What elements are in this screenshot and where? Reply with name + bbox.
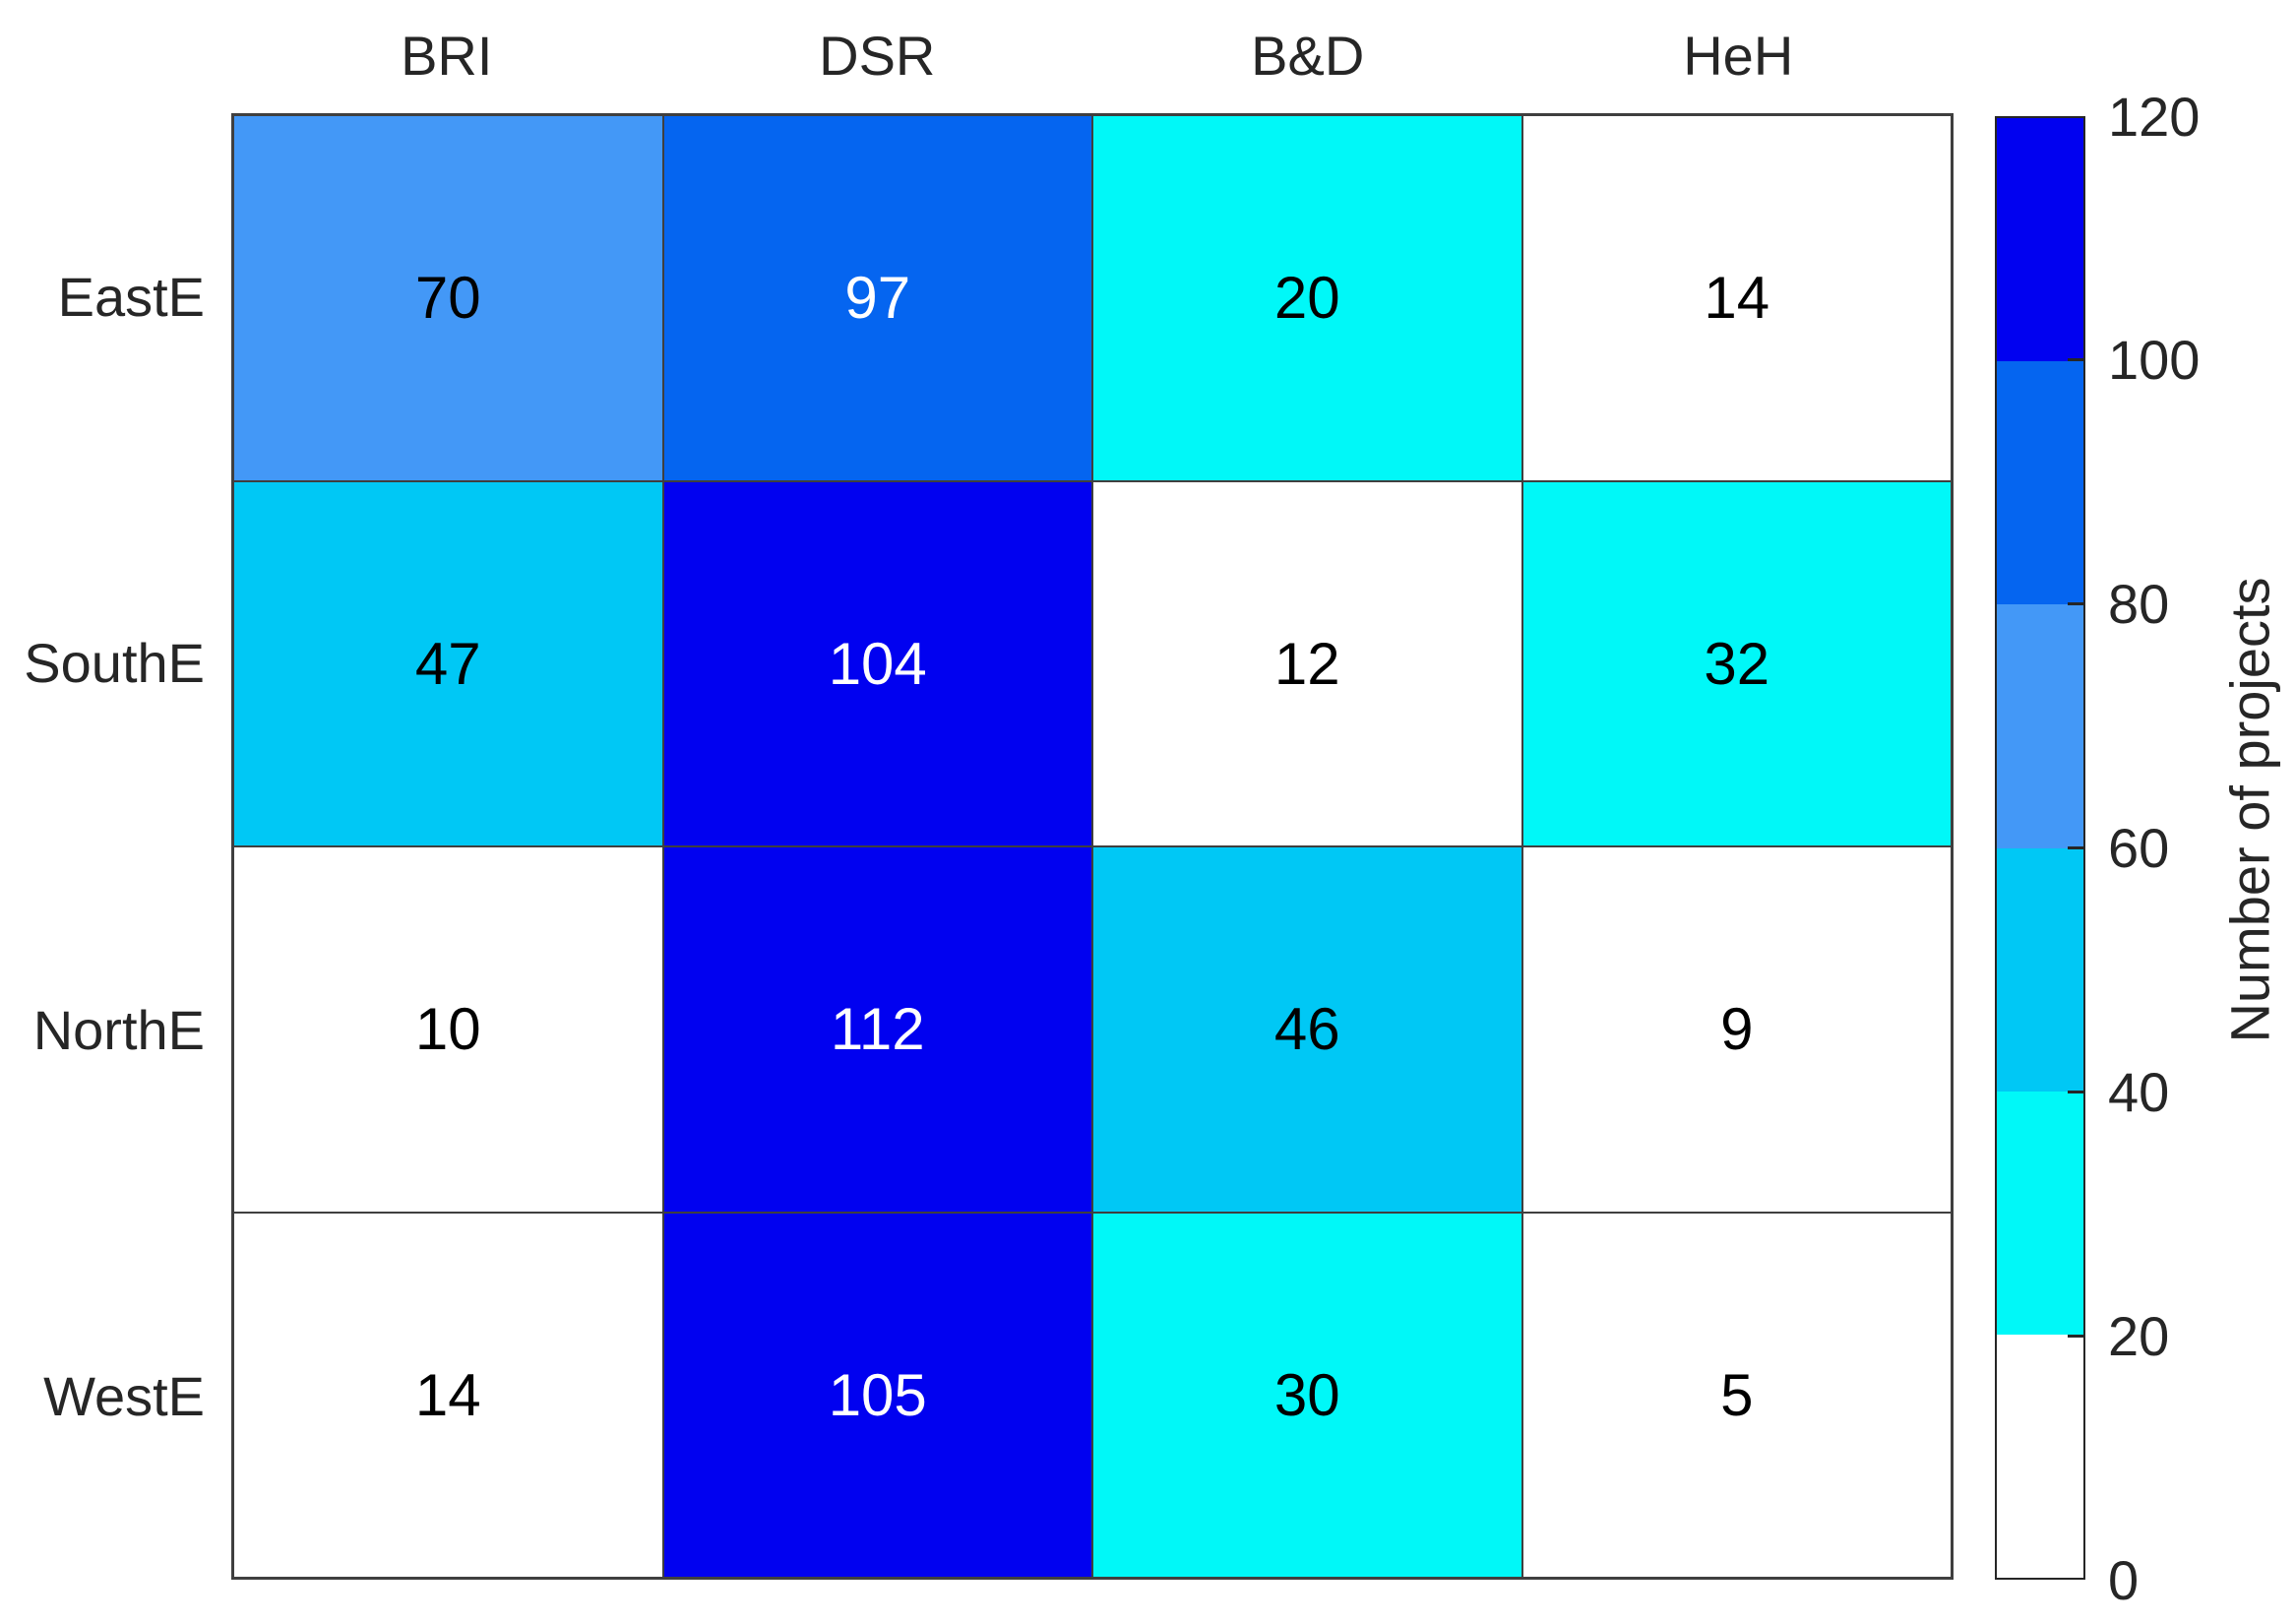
colorbar-tick-mark [2068, 1090, 2083, 1093]
colorbar-tick-label: 60 [2108, 817, 2170, 879]
heatmap-cell: 5 [1522, 1213, 1951, 1577]
column-label: DSR [819, 24, 936, 87]
colorbar [1995, 116, 2085, 1580]
colorbar-tick-label: 120 [2108, 85, 2201, 148]
heatmap-cell: 10 [234, 847, 662, 1212]
colorbar-tick-mark [2068, 846, 2083, 849]
row-label: NorthE [32, 998, 205, 1061]
colorbar-band [1997, 361, 2083, 605]
colorbar-tick-mark [2068, 1334, 2083, 1338]
colorbar-tick-label: 20 [2108, 1304, 2170, 1367]
colorbar-tick-label: 80 [2108, 573, 2170, 636]
row-label: WestE [43, 1365, 205, 1428]
heatmap-cell: 105 [663, 1213, 1091, 1577]
heatmap-cell: 20 [1093, 116, 1521, 480]
heatmap-cell: 14 [1522, 116, 1951, 480]
heatmap-cell: 14 [234, 1213, 662, 1577]
heatmap-cell: 47 [234, 481, 662, 845]
colorbar-tick-label: 0 [2108, 1548, 2140, 1611]
colorbar-band [1997, 1334, 2083, 1579]
colorbar-tick-mark [2068, 602, 2083, 606]
heatmap-cell: 104 [663, 481, 1091, 845]
heatmap-cell: 70 [234, 116, 662, 480]
heatmap-cell: 9 [1522, 847, 1951, 1212]
heatmap-cell: 30 [1093, 1213, 1521, 1577]
colorbar-tick-label: 40 [2108, 1060, 2170, 1123]
heatmap-cell: 46 [1093, 847, 1521, 1212]
heatmap-cell: 97 [663, 116, 1091, 480]
heatmap-cell: 32 [1522, 481, 1951, 845]
column-label: BRI [401, 24, 493, 87]
colorbar-band [1997, 1091, 2083, 1335]
colorbar-band [1997, 118, 2083, 362]
heatmap-cell: 12 [1093, 481, 1521, 845]
colorbar-band [1997, 604, 2083, 848]
colorbar-tick-label: 100 [2108, 329, 2201, 392]
column-label: B&D [1251, 24, 1365, 87]
colorbar-axis-label: Number of projects [2218, 577, 2281, 1043]
column-label: HeH [1683, 24, 1794, 87]
row-label: EastE [57, 265, 205, 328]
heatmap-grid: 70 97 20 14 47 104 12 32 10 112 46 9 14 105 30 5 [231, 113, 1954, 1580]
heatmap-cell: 112 [663, 847, 1091, 1212]
colorbar-tick-mark [2068, 358, 2083, 362]
colorbar-band [1997, 847, 2083, 1092]
row-label: SouthE [24, 632, 205, 695]
